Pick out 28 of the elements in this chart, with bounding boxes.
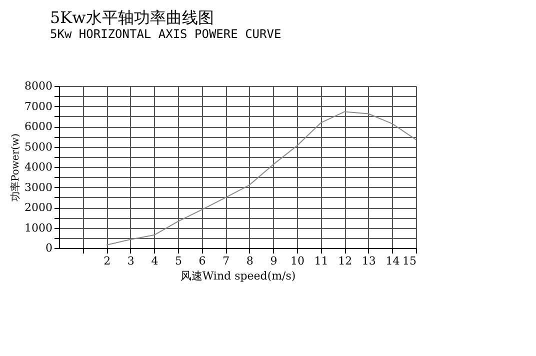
y-tick-label: 0 xyxy=(46,242,52,254)
x-tick-label: 12 xyxy=(338,254,352,268)
y-tick-label: 6000 xyxy=(24,120,52,133)
y-axis-title: 功率Power(w) xyxy=(10,133,22,202)
x-tick-label: 9 xyxy=(270,254,278,268)
y-tick-label: 4000 xyxy=(24,160,52,174)
x-tick-label: 8 xyxy=(246,254,254,268)
x-axis-title: 风速Wind speed(m/s) xyxy=(180,270,296,282)
x-tick-label: 6 xyxy=(198,254,206,268)
chart-title: 5Kw水平轴功率曲线图 xyxy=(50,8,214,27)
x-tick-label: 3 xyxy=(127,254,134,268)
y-tick-label: 2000 xyxy=(24,201,52,214)
x-tick-label: 10 xyxy=(290,254,304,268)
y-tick-label: 1000 xyxy=(24,221,52,234)
line-series xyxy=(106,111,416,246)
x-tick-label: 14 xyxy=(386,254,400,268)
x-tick-label: 2 xyxy=(104,254,111,268)
x-tick-label: 7 xyxy=(222,254,230,268)
x-tick-label: 15 xyxy=(402,254,416,268)
x-tick-label: 13 xyxy=(362,254,376,268)
y-tick-label: 8000 xyxy=(24,80,52,92)
x-tick-label: 11 xyxy=(314,254,328,268)
y-tick-label: 3000 xyxy=(24,180,52,194)
chart-subtitle: 5Kw HORIZONTAL AXIS POWERE CURVE xyxy=(50,27,282,41)
y-tick-label: 5000 xyxy=(24,140,52,154)
x-tick-label: 5 xyxy=(175,254,182,268)
y-tick-label: 7000 xyxy=(24,100,52,113)
x-tick-label: 4 xyxy=(151,254,158,268)
